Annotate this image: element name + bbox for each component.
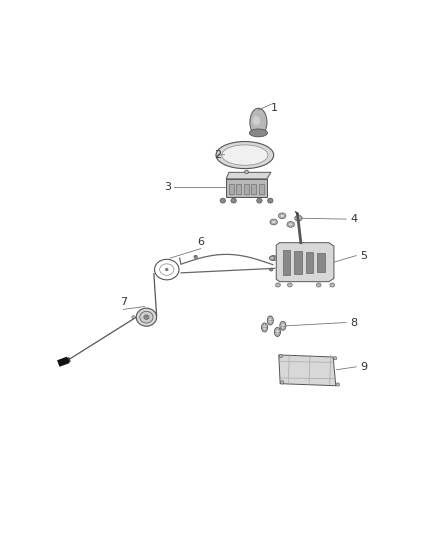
Text: 4: 4: [350, 214, 357, 224]
Bar: [294, 251, 302, 274]
Ellipse shape: [268, 318, 272, 323]
Ellipse shape: [220, 198, 226, 203]
Ellipse shape: [274, 327, 280, 336]
Ellipse shape: [194, 255, 197, 259]
Ellipse shape: [287, 283, 292, 287]
Text: 9: 9: [360, 362, 367, 372]
Polygon shape: [226, 179, 267, 197]
Ellipse shape: [281, 324, 285, 328]
Text: 6: 6: [197, 237, 204, 247]
Ellipse shape: [268, 198, 273, 203]
Ellipse shape: [269, 256, 275, 260]
Text: 8: 8: [350, 318, 357, 327]
Ellipse shape: [295, 215, 302, 221]
Ellipse shape: [222, 145, 268, 165]
Ellipse shape: [270, 219, 277, 225]
Ellipse shape: [333, 357, 337, 360]
Ellipse shape: [336, 383, 339, 386]
Ellipse shape: [280, 214, 284, 217]
Ellipse shape: [166, 268, 168, 271]
Ellipse shape: [253, 116, 260, 125]
Text: 3: 3: [164, 182, 171, 192]
Ellipse shape: [287, 222, 294, 227]
Bar: [259, 184, 264, 195]
Bar: [251, 184, 256, 195]
Bar: [229, 184, 233, 195]
Polygon shape: [276, 243, 334, 281]
Ellipse shape: [144, 315, 149, 319]
Ellipse shape: [140, 311, 153, 323]
Ellipse shape: [257, 198, 262, 203]
Ellipse shape: [244, 170, 249, 174]
Ellipse shape: [280, 381, 284, 384]
Ellipse shape: [316, 283, 321, 287]
Ellipse shape: [279, 213, 286, 219]
Ellipse shape: [279, 354, 283, 358]
Ellipse shape: [263, 325, 266, 330]
Bar: [244, 184, 249, 195]
Ellipse shape: [289, 223, 293, 226]
Bar: [237, 184, 241, 195]
Ellipse shape: [272, 221, 276, 223]
Bar: [283, 249, 290, 275]
Ellipse shape: [276, 329, 279, 334]
Polygon shape: [279, 355, 336, 386]
Ellipse shape: [271, 255, 276, 261]
Ellipse shape: [269, 268, 273, 271]
Ellipse shape: [132, 316, 135, 319]
Bar: [306, 252, 313, 273]
Ellipse shape: [216, 142, 274, 168]
Text: 1: 1: [271, 103, 278, 114]
Ellipse shape: [249, 129, 268, 137]
Text: 5: 5: [360, 251, 367, 261]
Bar: [317, 253, 325, 272]
Text: 7: 7: [120, 297, 127, 308]
Ellipse shape: [136, 308, 157, 326]
Text: 2: 2: [214, 150, 221, 160]
Ellipse shape: [267, 316, 273, 325]
Ellipse shape: [297, 217, 300, 220]
Ellipse shape: [250, 108, 267, 136]
Ellipse shape: [276, 283, 280, 287]
Ellipse shape: [261, 323, 268, 332]
Ellipse shape: [231, 198, 237, 203]
Ellipse shape: [280, 321, 286, 330]
Polygon shape: [226, 172, 271, 179]
Ellipse shape: [330, 283, 335, 287]
